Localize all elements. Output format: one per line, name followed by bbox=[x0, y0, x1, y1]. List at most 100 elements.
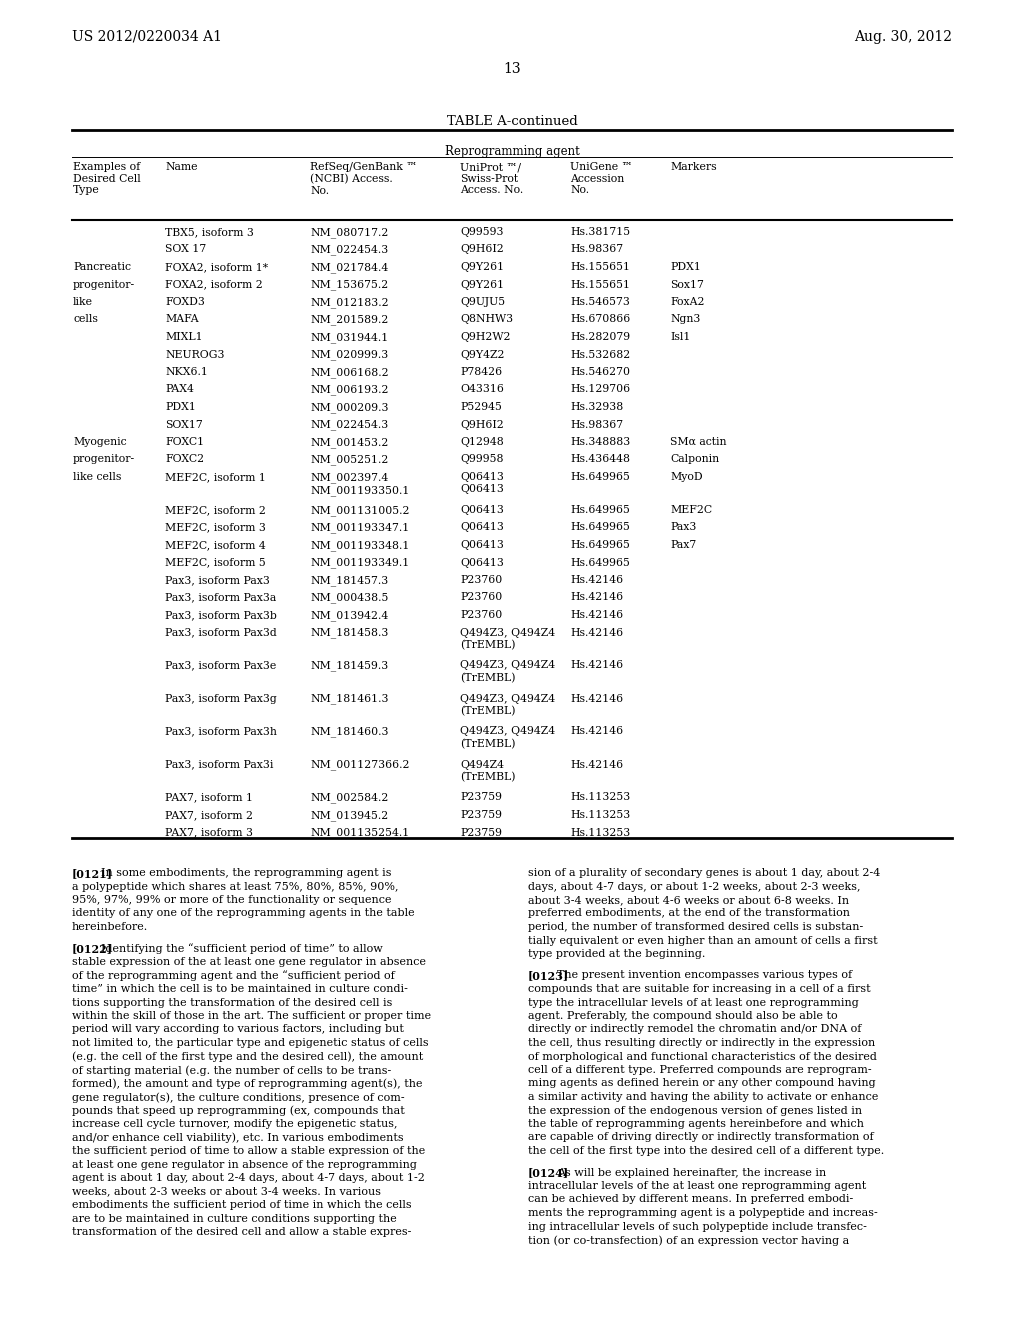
Text: NM_020999.3: NM_020999.3 bbox=[310, 350, 388, 360]
Text: Pax3, isoform Pax3: Pax3, isoform Pax3 bbox=[165, 576, 270, 585]
Text: Q8NHW3: Q8NHW3 bbox=[460, 314, 513, 325]
Text: type provided at the beginning.: type provided at the beginning. bbox=[528, 949, 706, 960]
Text: directly or indirectly remodel the chromatin and/or DNA of: directly or indirectly remodel the chrom… bbox=[528, 1024, 861, 1035]
Text: Hs.32938: Hs.32938 bbox=[570, 403, 624, 412]
Text: NM_005251.2: NM_005251.2 bbox=[310, 454, 388, 465]
Text: can be achieved by different means. In preferred embodi-: can be achieved by different means. In p… bbox=[528, 1195, 853, 1204]
Text: Hs.113253: Hs.113253 bbox=[570, 828, 630, 837]
Text: Aug. 30, 2012: Aug. 30, 2012 bbox=[854, 30, 952, 44]
Text: P23759: P23759 bbox=[460, 792, 502, 803]
Text: SOX17: SOX17 bbox=[165, 420, 203, 429]
Text: Hs.42146: Hs.42146 bbox=[570, 610, 624, 620]
Text: Hs.155651: Hs.155651 bbox=[570, 261, 630, 272]
Text: NM_181457.3: NM_181457.3 bbox=[310, 576, 388, 586]
Text: like: like bbox=[73, 297, 93, 308]
Text: tially equivalent or even higher than an amount of cells a first: tially equivalent or even higher than an… bbox=[528, 936, 878, 945]
Text: MEF2C, isoform 5: MEF2C, isoform 5 bbox=[165, 557, 266, 568]
Text: 95%, 97%, 99% or more of the functionality or sequence: 95%, 97%, 99% or more of the functionali… bbox=[72, 895, 391, 906]
Text: Pax7: Pax7 bbox=[670, 540, 696, 550]
Text: NM_022454.3: NM_022454.3 bbox=[310, 244, 388, 255]
Text: Hs.649965: Hs.649965 bbox=[570, 473, 630, 482]
Text: (e.g. the cell of the first type and the desired cell), the amount: (e.g. the cell of the first type and the… bbox=[72, 1052, 423, 1063]
Text: Q06413: Q06413 bbox=[460, 506, 504, 515]
Text: NM_001193347.1: NM_001193347.1 bbox=[310, 523, 410, 533]
Text: type the intracellular levels of at least one reprogramming: type the intracellular levels of at leas… bbox=[528, 998, 859, 1007]
Text: As will be explained hereinafter, the increase in: As will be explained hereinafter, the in… bbox=[557, 1167, 826, 1177]
Text: compounds that are suitable for increasing in a cell of a first: compounds that are suitable for increasi… bbox=[528, 983, 870, 994]
Text: MIXL1: MIXL1 bbox=[165, 333, 203, 342]
Text: NM_000209.3: NM_000209.3 bbox=[310, 403, 388, 413]
Text: Name: Name bbox=[165, 162, 198, 172]
Text: [0122]: [0122] bbox=[72, 944, 113, 954]
Text: Sox17: Sox17 bbox=[670, 280, 703, 289]
Text: MEF2C, isoform 3: MEF2C, isoform 3 bbox=[165, 523, 266, 532]
Text: Q494Z3, Q494Z4
(TrEMBL): Q494Z3, Q494Z4 (TrEMBL) bbox=[460, 627, 555, 651]
Text: Calponin: Calponin bbox=[670, 454, 719, 465]
Text: Identifying the “sufficient period of time” to allow: Identifying the “sufficient period of ti… bbox=[100, 944, 383, 954]
Text: MEF2C, isoform 4: MEF2C, isoform 4 bbox=[165, 540, 266, 550]
Text: Pax3, isoform Pax3d: Pax3, isoform Pax3d bbox=[165, 627, 276, 638]
Text: Pax3, isoform Pax3h: Pax3, isoform Pax3h bbox=[165, 726, 276, 737]
Text: Hs.348883: Hs.348883 bbox=[570, 437, 630, 447]
Text: NM_031944.1: NM_031944.1 bbox=[310, 333, 388, 343]
Text: gene regulator(s), the culture conditions, presence of com-: gene regulator(s), the culture condition… bbox=[72, 1092, 404, 1102]
Text: NM_080717.2: NM_080717.2 bbox=[310, 227, 388, 238]
Text: cell of a different type. Preferred compounds are reprogram-: cell of a different type. Preferred comp… bbox=[528, 1065, 871, 1074]
Text: NKX6.1: NKX6.1 bbox=[165, 367, 208, 378]
Text: the expression of the endogenous version of genes listed in: the expression of the endogenous version… bbox=[528, 1106, 862, 1115]
Text: NM_013945.2: NM_013945.2 bbox=[310, 810, 388, 821]
Text: Hs.649965: Hs.649965 bbox=[570, 557, 630, 568]
Text: weeks, about 2-3 weeks or about 3-4 weeks. In various: weeks, about 2-3 weeks or about 3-4 week… bbox=[72, 1187, 381, 1196]
Text: Q99593: Q99593 bbox=[460, 227, 504, 238]
Text: Hs.98367: Hs.98367 bbox=[570, 420, 624, 429]
Text: progenitor-: progenitor- bbox=[73, 280, 135, 289]
Text: Myogenic: Myogenic bbox=[73, 437, 127, 447]
Text: FOXC2: FOXC2 bbox=[165, 454, 204, 465]
Text: PAX7, isoform 1: PAX7, isoform 1 bbox=[165, 792, 253, 803]
Text: NM_001135254.1: NM_001135254.1 bbox=[310, 828, 410, 838]
Text: US 2012/0220034 A1: US 2012/0220034 A1 bbox=[72, 30, 222, 44]
Text: a polypeptide which shares at least 75%, 80%, 85%, 90%,: a polypeptide which shares at least 75%,… bbox=[72, 882, 398, 891]
Text: Hs.42146: Hs.42146 bbox=[570, 576, 624, 585]
Text: Q12948: Q12948 bbox=[460, 437, 504, 447]
Text: the cell, thus resulting directly or indirectly in the expression: the cell, thus resulting directly or ind… bbox=[528, 1038, 876, 1048]
Text: like cells: like cells bbox=[73, 473, 122, 482]
Text: sion of a plurality of secondary genes is about 1 day, about 2-4: sion of a plurality of secondary genes i… bbox=[528, 869, 881, 878]
Text: the sufficient period of time to allow a stable expression of the: the sufficient period of time to allow a… bbox=[72, 1146, 425, 1156]
Text: Hs.129706: Hs.129706 bbox=[570, 384, 630, 395]
Text: Q9UJU5: Q9UJU5 bbox=[460, 297, 505, 308]
Text: Pax3: Pax3 bbox=[670, 523, 696, 532]
Text: Pancreatic: Pancreatic bbox=[73, 261, 131, 272]
Text: FOXC1: FOXC1 bbox=[165, 437, 204, 447]
Text: NM_000438.5: NM_000438.5 bbox=[310, 593, 388, 603]
Text: TBX5, isoform 3: TBX5, isoform 3 bbox=[165, 227, 254, 238]
Text: Q06413: Q06413 bbox=[460, 540, 504, 550]
Text: tion (or co-transfection) of an expression vector having a: tion (or co-transfection) of an expressi… bbox=[528, 1236, 849, 1246]
Text: Hs.381715: Hs.381715 bbox=[570, 227, 630, 238]
Text: Hs.282079: Hs.282079 bbox=[570, 333, 630, 342]
Text: P23759: P23759 bbox=[460, 828, 502, 837]
Text: Hs.546573: Hs.546573 bbox=[570, 297, 630, 308]
Text: RefSeq/GenBank ™
(NCBI) Access.
No.: RefSeq/GenBank ™ (NCBI) Access. No. bbox=[310, 162, 417, 195]
Text: MEF2C, isoform 1: MEF2C, isoform 1 bbox=[165, 473, 266, 482]
Text: UniGene ™
Accession
No.: UniGene ™ Accession No. bbox=[570, 162, 633, 195]
Text: Q9Y261: Q9Y261 bbox=[460, 261, 504, 272]
Text: P23760: P23760 bbox=[460, 576, 502, 585]
Text: Q06413
Q06413: Q06413 Q06413 bbox=[460, 473, 504, 495]
Text: Hs.649965: Hs.649965 bbox=[570, 506, 630, 515]
Text: FOXA2, isoform 2: FOXA2, isoform 2 bbox=[165, 280, 263, 289]
Text: P23759: P23759 bbox=[460, 810, 502, 820]
Text: Hs.670866: Hs.670866 bbox=[570, 314, 630, 325]
Text: TABLE A-continued: TABLE A-continued bbox=[446, 115, 578, 128]
Text: P23760: P23760 bbox=[460, 593, 502, 602]
Text: period, the number of transformed desired cells is substan-: period, the number of transformed desire… bbox=[528, 921, 863, 932]
Text: Q494Z3, Q494Z4
(TrEMBL): Q494Z3, Q494Z4 (TrEMBL) bbox=[460, 726, 555, 750]
Text: FOXD3: FOXD3 bbox=[165, 297, 205, 308]
Text: at least one gene regulator in absence of the reprogramming: at least one gene regulator in absence o… bbox=[72, 1159, 417, 1170]
Text: Q9H6I2: Q9H6I2 bbox=[460, 420, 504, 429]
Text: Hs.42146: Hs.42146 bbox=[570, 693, 624, 704]
Text: Hs.42146: Hs.42146 bbox=[570, 660, 624, 671]
Text: the cell of the first type into the desired cell of a different type.: the cell of the first type into the desi… bbox=[528, 1146, 885, 1156]
Text: Q494Z4
(TrEMBL): Q494Z4 (TrEMBL) bbox=[460, 759, 515, 783]
Text: Ngn3: Ngn3 bbox=[670, 314, 700, 325]
